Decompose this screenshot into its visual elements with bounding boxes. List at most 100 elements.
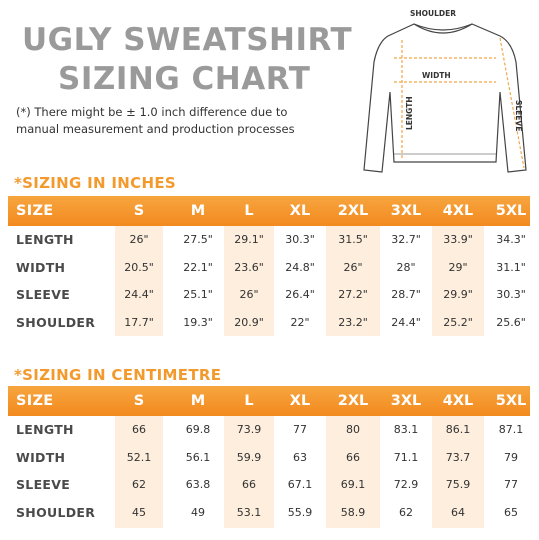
row-label: WIDTH xyxy=(16,449,66,465)
header-2xl: 2XL xyxy=(337,203,369,219)
table-cell: 62 xyxy=(132,478,146,491)
table-cell: 29.1" xyxy=(234,233,264,246)
table-cell: 59.9 xyxy=(236,450,262,464)
table-cell: 33.9" xyxy=(443,233,473,246)
header-l: L xyxy=(244,203,254,219)
table-row-sleeve: SLEEVE 24.4" 25.1" 26" 26.4" 27.2" 28.7"… xyxy=(8,281,530,309)
table-cell: 27.2" xyxy=(338,288,368,301)
table-cell: 27.5" xyxy=(183,233,213,246)
table-cell: 32.7" xyxy=(391,233,421,246)
table-cell: 87.1 xyxy=(498,423,524,436)
section-title-centimetre: *SIZING IN CENTIMETRE xyxy=(14,366,222,384)
header-2xl: 2XL xyxy=(337,393,369,409)
table-cell: 58.9 xyxy=(340,505,366,519)
table-cell: 63 xyxy=(293,450,307,464)
row-label: SLEEVE xyxy=(16,287,71,302)
table-cell: 26" xyxy=(239,288,259,301)
table-cell: 22.1" xyxy=(183,260,213,274)
table-cell: 26" xyxy=(129,233,149,246)
header-4xl: 4XL xyxy=(442,203,474,219)
table-cell: 29.9" xyxy=(443,288,473,301)
table-cell: 19.3" xyxy=(183,315,213,329)
measurement-note: (*) There might be ± 1.0 inch difference… xyxy=(16,104,295,138)
table-cell: 71.1 xyxy=(393,450,419,464)
table-cell: 69.8 xyxy=(185,423,211,436)
table-row-width: WIDTH 20.5" 22.1" 23.6" 24.8" 26" 28" 29… xyxy=(8,254,530,282)
header-xl: XL xyxy=(289,393,311,409)
table-cell: 55.9 xyxy=(287,505,313,519)
table-cell: 28" xyxy=(396,260,416,274)
header-5xl: 5XL xyxy=(495,393,527,409)
table-cell: 49 xyxy=(191,505,205,519)
table-cell: 66 xyxy=(242,478,256,491)
diagram-label-sleeve: SLEEVE xyxy=(514,100,523,131)
table-cell: 24.8" xyxy=(285,260,315,274)
diagram-label-length: LENGTH xyxy=(405,96,414,130)
diagram-label-shoulder: SHOULDER xyxy=(410,9,456,18)
table-cell: 67.1 xyxy=(287,478,313,491)
table-cell: 72.9 xyxy=(393,478,419,491)
table-row-width: WIDTH 52.1 56.1 59.9 63 66 71.1 73.7 79 xyxy=(8,444,530,472)
table-cell: 77 xyxy=(504,478,518,491)
table-cell: 66 xyxy=(346,450,360,464)
table-cell: 25.2" xyxy=(443,315,473,329)
chart-title-line2: SIZING CHART xyxy=(58,61,311,97)
table-cell: 73.9 xyxy=(236,423,262,436)
table-cell: 30.3" xyxy=(496,288,526,301)
sweatshirt-outline xyxy=(363,23,527,173)
table-cell: 31.5" xyxy=(338,233,368,246)
header-m: M xyxy=(190,203,206,219)
table-cell: 24.4" xyxy=(124,288,154,301)
section-title-inches: *SIZING IN INCHES xyxy=(14,174,176,192)
table-cell: 31.1" xyxy=(496,260,526,274)
table-header: SIZE S M L XL 2XL 3XL 4XL 5XL xyxy=(8,196,530,226)
header-xl: XL xyxy=(289,203,311,219)
table-cell: 34.3" xyxy=(496,233,526,246)
table-cell: 75.9 xyxy=(445,478,471,491)
header-size: SIZE xyxy=(16,203,54,219)
table-cell: 29" xyxy=(448,260,468,274)
row-label: SHOULDER xyxy=(16,504,96,520)
table-cell: 28.7" xyxy=(391,288,421,301)
table-cell: 20.9" xyxy=(234,315,264,329)
row-label: LENGTH xyxy=(16,232,74,247)
table-cell: 23.2" xyxy=(338,315,368,329)
header-m: M xyxy=(190,393,206,409)
chart-title-line1: UGLY SWEATSHIRT xyxy=(22,22,353,58)
row-label: LENGTH xyxy=(16,422,74,437)
table-cell: 65 xyxy=(504,505,518,519)
header-size: SIZE xyxy=(16,393,54,409)
table-cell: 26" xyxy=(343,260,363,274)
table-row-shoulder: SHOULDER 17.7" 19.3" 20.9" 22" 23.2" 24.… xyxy=(8,309,530,337)
table-header: SIZE S M L XL 2XL 3XL 4XL 5XL xyxy=(8,386,530,416)
table-cell: 25.6" xyxy=(496,315,526,329)
table-cell: 86.1 xyxy=(445,423,471,436)
table-cell: 24.4" xyxy=(391,315,421,329)
table-cell: 53.1 xyxy=(236,505,262,519)
table-cell: 26.4" xyxy=(285,288,315,301)
row-label: WIDTH xyxy=(16,259,66,275)
row-label: SHOULDER xyxy=(16,314,96,330)
row-label: SLEEVE xyxy=(16,477,71,492)
note-line-2: manual measurement and production proces… xyxy=(16,122,295,136)
table-cell: 73.7 xyxy=(445,450,471,464)
table-cell: 69.1 xyxy=(340,478,366,491)
table-cell: 80 xyxy=(346,423,360,436)
table-cell: 25.1" xyxy=(183,288,213,301)
table-cell: 83.1 xyxy=(393,423,419,436)
table-cell: 66 xyxy=(132,423,146,436)
header-3xl: 3XL xyxy=(390,203,422,219)
table-cell: 52.1 xyxy=(126,450,152,464)
table-cell: 22" xyxy=(290,315,310,329)
table-row-length: LENGTH 66 69.8 73.9 77 80 83.1 86.1 87.1 xyxy=(8,416,530,444)
header-l: L xyxy=(244,393,254,409)
table-cell: 23.6" xyxy=(234,260,264,274)
header-5xl: 5XL xyxy=(495,203,527,219)
note-line-1: (*) There might be ± 1.0 inch difference… xyxy=(16,105,288,119)
inches-table: SIZE S M L XL 2XL 3XL 4XL 5XL LENGTH 26"… xyxy=(8,196,530,336)
table-cell: 63.8 xyxy=(185,478,211,491)
sweatshirt-diagram: SHOULDER WIDTH LENGTH SLEEVE xyxy=(363,9,527,173)
table-row-shoulder: SHOULDER 45 49 53.1 55.9 58.9 62 64 65 xyxy=(8,499,530,527)
table-cell: 62 xyxy=(399,505,413,519)
header-s: S xyxy=(133,393,145,409)
